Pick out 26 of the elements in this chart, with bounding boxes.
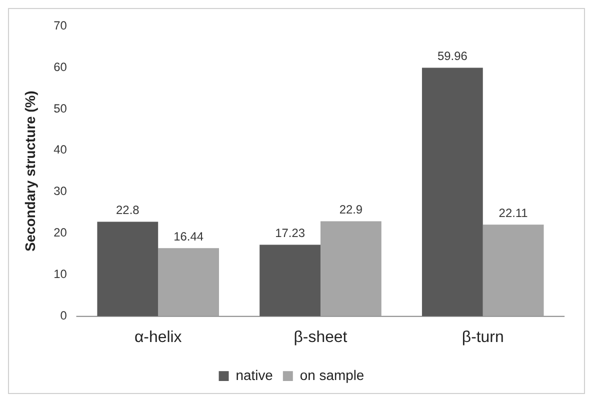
data-label: 22.8	[116, 203, 140, 218]
y-tick-label: 70	[54, 18, 68, 32]
y-tick-label: 50	[54, 101, 68, 116]
x-tick-label: β-sheet	[294, 329, 348, 346]
data-label: 22.9	[339, 202, 363, 217]
y-tick-label: 10	[54, 267, 68, 282]
bar	[260, 244, 320, 316]
y-tick-label: 60	[54, 60, 68, 74]
bar	[482, 224, 544, 316]
data-label: 17.23	[275, 226, 306, 240]
legend-label: native	[236, 366, 274, 383]
y-tick-label: 20	[54, 226, 68, 240]
x-tick-label: α-helix	[134, 329, 182, 346]
legend-label: on sample	[300, 366, 364, 383]
data-label: 22.11	[498, 206, 528, 220]
y-tick-label: 40	[54, 142, 68, 157]
bar	[320, 221, 382, 316]
y-tick-label: 30	[54, 184, 68, 198]
data-label: 59.96	[437, 49, 468, 64]
bar	[422, 68, 483, 316]
y-axis-title: Secondary structure (%)	[22, 90, 38, 252]
bar	[158, 248, 219, 316]
y-tick-label: 0	[60, 308, 68, 322]
bar	[97, 222, 158, 316]
data-label: 16.44	[174, 229, 204, 244]
x-tick-label: β-turn	[462, 329, 504, 346]
